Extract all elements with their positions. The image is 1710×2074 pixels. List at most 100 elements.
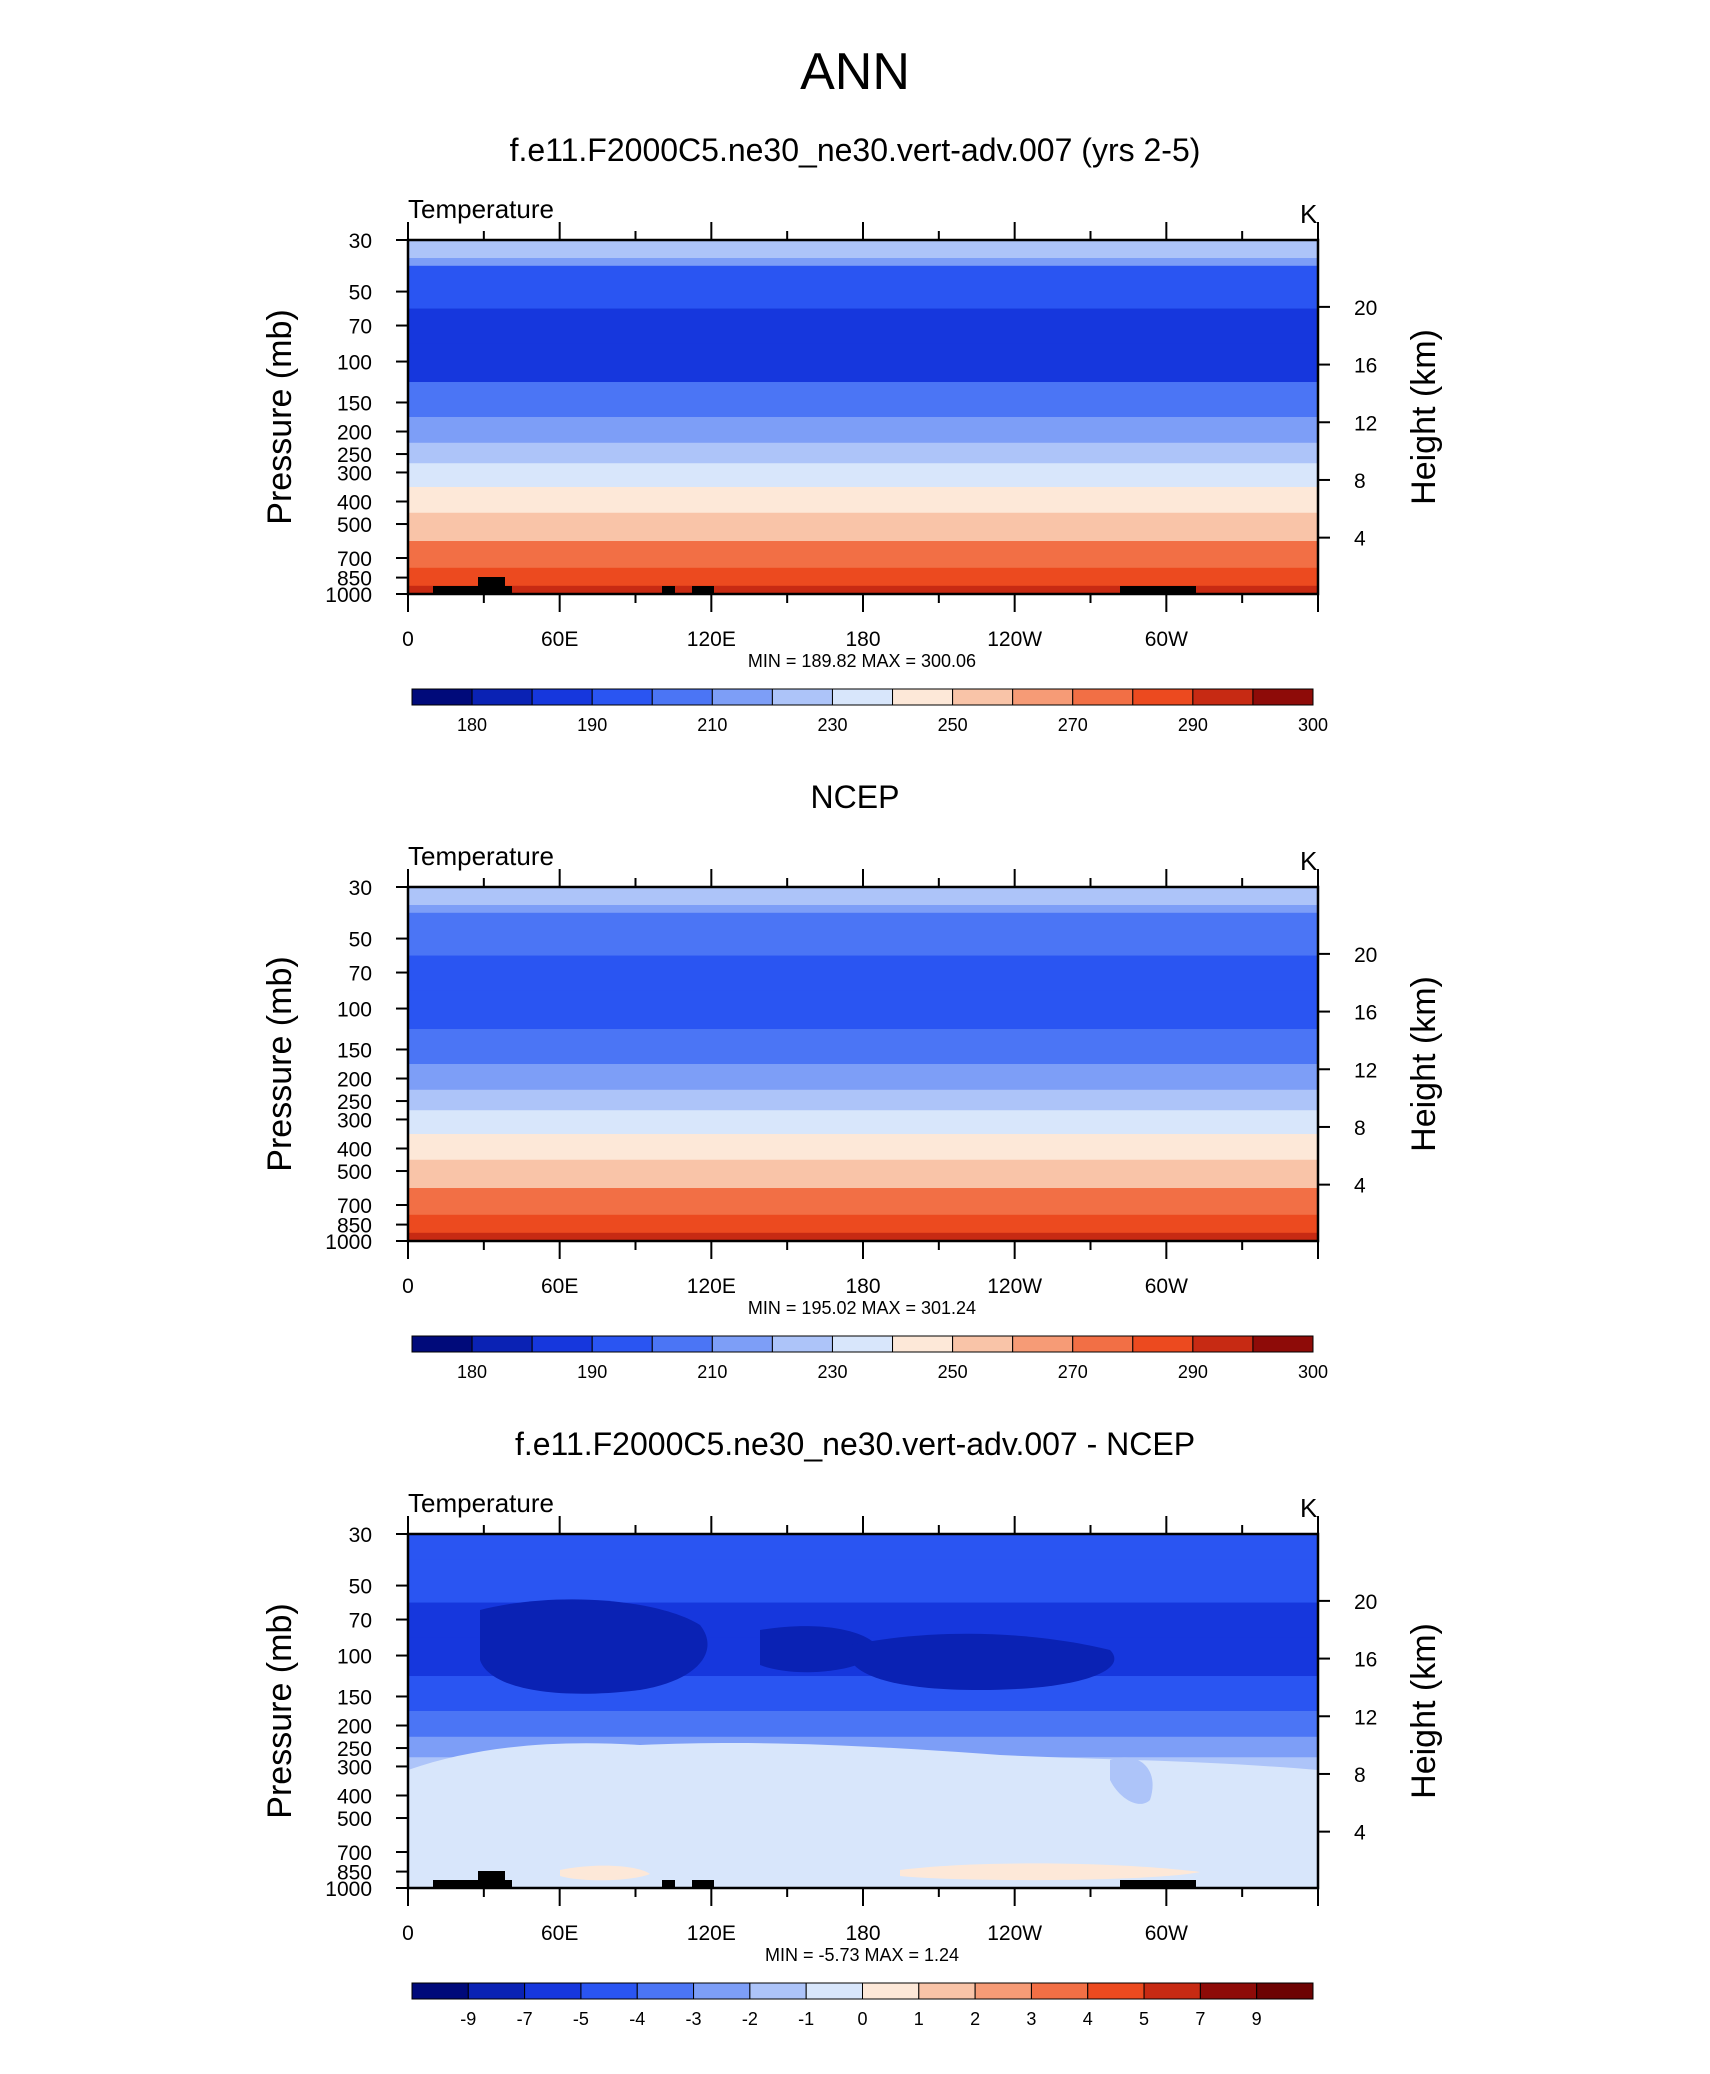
colorbar-swatch — [580, 1982, 638, 2000]
contour-band — [408, 1534, 1318, 1552]
colorbar-label: -1 — [798, 2009, 814, 2029]
y-tick-label: 30 — [349, 877, 372, 900]
x-tick-label: 120E — [687, 1275, 736, 1298]
y-tick-label: 50 — [349, 1576, 372, 1599]
x-tick-label: 180 — [845, 628, 880, 651]
topography — [662, 1880, 675, 1888]
colorbar-swatch — [467, 1982, 526, 2000]
colorbar-label: 4 — [1083, 2009, 1093, 2029]
colorbar-label: 180 — [457, 715, 487, 735]
y2-tick-label: 4 — [1354, 1175, 1366, 1198]
colorbar-swatch — [1012, 688, 1074, 706]
x-tick-label: 0 — [402, 628, 414, 651]
y-tick-label: 250 — [337, 444, 372, 467]
colorbar-swatch — [711, 1335, 773, 1353]
y-tick-label: 250 — [337, 1091, 372, 1114]
contour-band — [408, 343, 1318, 384]
topography — [692, 1880, 714, 1888]
y-axis-label: Pressure (mb) — [261, 1603, 299, 1818]
colorbar-swatch — [862, 1982, 920, 2000]
x-tick-label: 60E — [541, 1922, 578, 1945]
y-tick-label: 70 — [349, 316, 372, 339]
contour-feature — [760, 1626, 880, 1673]
x-tick-label: 120W — [987, 1922, 1042, 1945]
y2-tick-label: 20 — [1354, 944, 1377, 967]
colorbar-swatch — [1012, 1335, 1074, 1353]
y-tick-label: 300 — [337, 462, 372, 485]
colorbar-swatch — [471, 1335, 533, 1353]
colorbar-swatch — [1072, 1335, 1134, 1353]
y2-axis-label: Height (km) — [1405, 1623, 1443, 1799]
contour-band — [408, 1133, 1318, 1161]
contour-band — [408, 1559, 1318, 1604]
colorbar-label: 270 — [1058, 715, 1088, 735]
colorbar-label: -7 — [517, 2009, 533, 2029]
left-string: Temperature — [408, 194, 554, 224]
topography — [662, 586, 675, 594]
y-tick-label: 700 — [337, 548, 372, 571]
y-tick-label: 500 — [337, 1161, 372, 1184]
y-tick-label: 500 — [337, 1808, 372, 1831]
y-tick-label: 70 — [349, 1610, 372, 1633]
contour-band — [408, 1711, 1318, 1738]
x-tick-label: 120W — [987, 628, 1042, 651]
contour-band — [408, 1214, 1318, 1234]
colorbar-swatch — [651, 1335, 713, 1353]
contour-field — [408, 1534, 1318, 1888]
colorbar-label: 190 — [577, 715, 607, 735]
y-tick-label: 50 — [349, 929, 372, 952]
colorbar-swatch — [411, 1982, 469, 2000]
colorbar-label: 230 — [817, 1362, 847, 1382]
colorbar-label: 250 — [938, 715, 968, 735]
colorbar-swatch — [591, 688, 653, 706]
colorbar-label: 210 — [697, 715, 727, 735]
contour-band — [408, 486, 1318, 514]
x-tick-label: 120E — [687, 628, 736, 651]
contour-band — [408, 512, 1318, 543]
y-tick-label: 150 — [337, 392, 372, 415]
colorbar-label: 2 — [970, 2009, 980, 2029]
y-tick-label: 850 — [337, 1862, 372, 1885]
y-tick-label: 100 — [337, 1646, 372, 1669]
panel-title: f.e11.F2000C5.ne30_ne30.vert-adv.007 - N… — [515, 1426, 1195, 1462]
contour-band — [408, 1029, 1318, 1065]
contour-band — [408, 1089, 1318, 1112]
contour-band — [408, 1159, 1318, 1190]
panel-1: f.e11.F2000C5.ne30_ne30.vert-adv.007 (yr… — [261, 132, 1443, 735]
colorbar-swatch — [636, 1982, 695, 2000]
colorbar-swatch — [805, 1982, 863, 2000]
y2-tick-label: 4 — [1354, 528, 1366, 551]
contour-band — [408, 1232, 1318, 1241]
contour-band — [408, 308, 1318, 345]
colorbar-label: 180 — [457, 1362, 487, 1382]
colorbar-label: 270 — [1058, 1362, 1088, 1382]
colorbar-swatch — [952, 688, 1014, 706]
colorbar-swatch — [974, 1982, 1032, 2000]
contour-band — [408, 955, 1318, 992]
y-axis-label: Pressure (mb) — [261, 309, 299, 524]
y2-tick-label: 16 — [1354, 1649, 1377, 1672]
colorbar-label: -4 — [629, 2009, 645, 2029]
page-title: ANN — [800, 43, 910, 101]
colorbar-label: 250 — [938, 1362, 968, 1382]
colorbar-swatch — [1087, 1982, 1145, 2000]
colorbar-swatch — [1192, 688, 1254, 706]
colorbar-label: -2 — [742, 2009, 758, 2029]
y-tick-label: 150 — [337, 1039, 372, 1062]
panel-title: f.e11.F2000C5.ne30_ne30.vert-adv.007 (yr… — [510, 132, 1201, 168]
x-tick-label: 120W — [987, 1275, 1042, 1298]
y2-tick-label: 16 — [1354, 1002, 1377, 1025]
y-tick-label: 200 — [337, 422, 372, 445]
y-tick-label: 400 — [337, 1138, 372, 1161]
y2-tick-label: 20 — [1354, 297, 1377, 320]
contour-feature — [480, 1599, 708, 1694]
contour-band — [408, 990, 1318, 1031]
y-tick-label: 100 — [337, 999, 372, 1022]
colorbar-swatch — [651, 688, 713, 706]
x-tick-label: 60W — [1145, 1922, 1188, 1945]
y-tick-label: 700 — [337, 1195, 372, 1218]
contour-feature — [848, 1633, 1115, 1690]
y2-tick-label: 20 — [1354, 1591, 1377, 1614]
y-tick-label: 200 — [337, 1716, 372, 1739]
